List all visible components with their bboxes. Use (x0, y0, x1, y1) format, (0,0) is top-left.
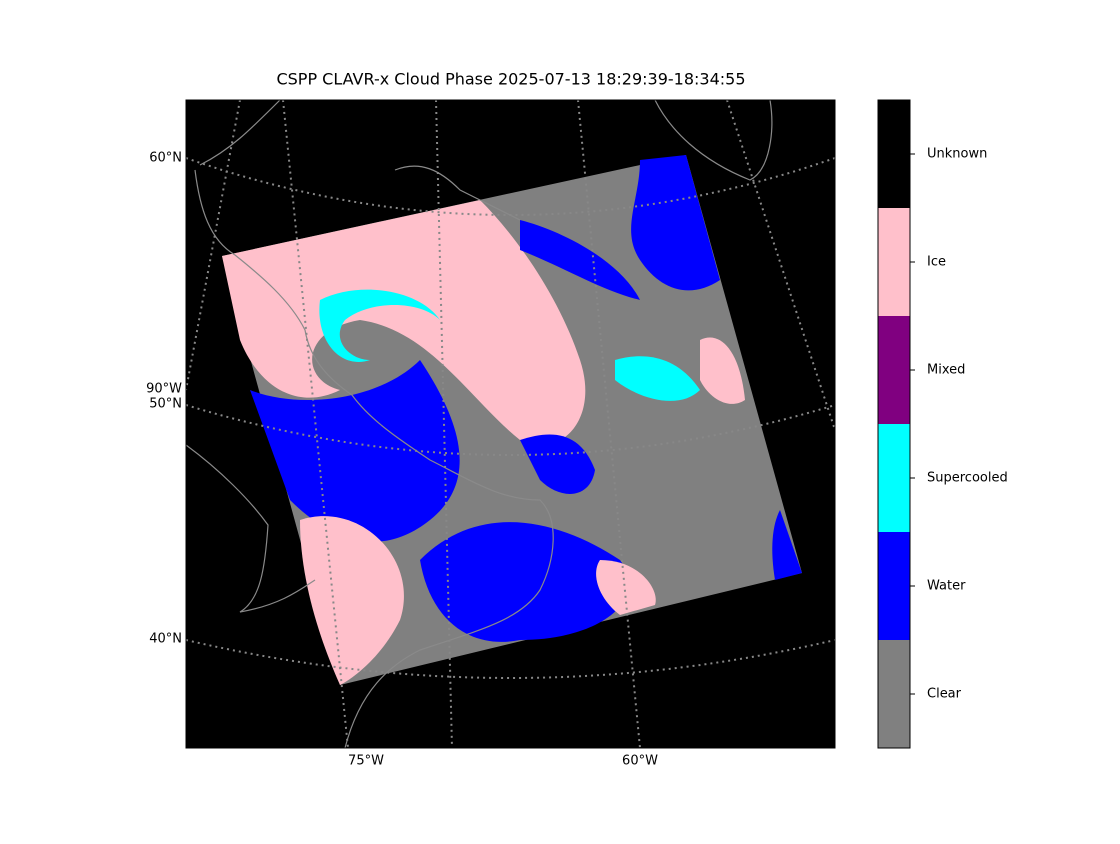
lon-label: 75°W (348, 754, 384, 769)
colorbar-segment (878, 100, 910, 208)
colorbar-label: Mixed (927, 363, 965, 378)
lon-label: 90°W (146, 382, 182, 397)
lat-label: 40°N (149, 632, 182, 647)
colorbar-label: Supercooled (927, 471, 1008, 486)
colorbar: Unknown Ice Mixed Supercooled Water Clear (877, 99, 1008, 749)
map (186, 100, 835, 748)
colorbar-segment (878, 640, 910, 748)
colorbar-label: Clear (927, 687, 962, 702)
colorbar-label: Ice (927, 255, 946, 270)
graticule (186, 100, 835, 748)
colorbar-label: Water (927, 579, 966, 594)
colorbar-segment (878, 316, 910, 424)
lat-label: 50°N (149, 397, 182, 412)
lon-label: 60°W (622, 754, 658, 769)
colorbar-label: Unknown (927, 147, 987, 162)
lat-label: 60°N (149, 151, 182, 166)
map-frame (185, 99, 836, 749)
colorbar-segment (878, 208, 910, 316)
colorbar-segment (878, 532, 910, 640)
colorbar-segment (878, 424, 910, 532)
coastlines (186, 100, 773, 748)
title: CSPP CLAVR-x Cloud Phase 2025-07-13 18:2… (276, 70, 745, 89)
colorbar-frame (877, 99, 911, 749)
cloud-phase-field (222, 155, 802, 685)
